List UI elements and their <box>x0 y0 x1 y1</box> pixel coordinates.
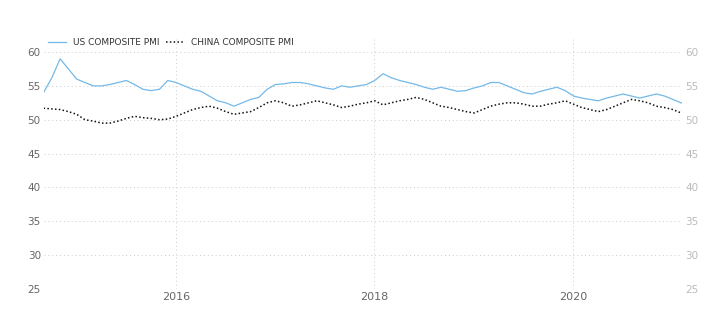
CHINA COMPOSITE PMI <box>453 108 462 111</box>
US COMPOSITE PMI <box>188 87 197 91</box>
US COMPOSITE PMI <box>139 87 147 91</box>
CHINA COMPOSITE PMI <box>130 114 139 118</box>
US COMPOSITE PMI <box>39 91 48 95</box>
CHINA COMPOSITE PMI <box>180 111 189 115</box>
Line: US COMPOSITE PMI: US COMPOSITE PMI <box>44 59 726 275</box>
CHINA COMPOSITE PMI <box>39 106 48 110</box>
US COMPOSITE PMI <box>462 89 470 92</box>
Legend: US COMPOSITE PMI, CHINA COMPOSITE PMI: US COMPOSITE PMI, CHINA COMPOSITE PMI <box>48 38 293 47</box>
US COMPOSITE PMI <box>56 57 65 61</box>
Line: CHINA COMPOSITE PMI: CHINA COMPOSITE PMI <box>44 78 726 272</box>
